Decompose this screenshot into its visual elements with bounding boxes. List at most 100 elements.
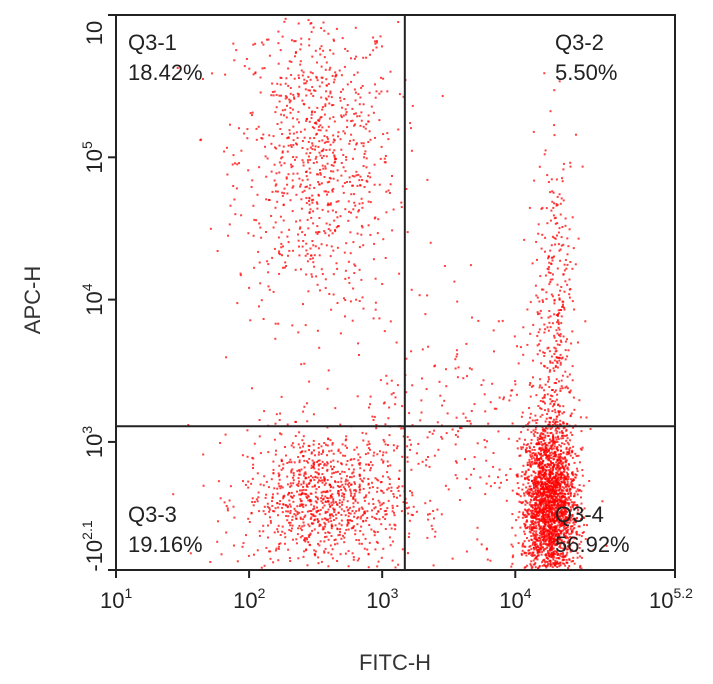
data-point — [320, 76, 323, 79]
data-point — [369, 233, 372, 236]
data-point — [567, 478, 570, 481]
data-point — [273, 163, 276, 166]
data-point — [557, 410, 560, 413]
data-point — [571, 530, 574, 533]
data-point — [299, 503, 302, 506]
data-point — [326, 444, 329, 447]
data-point — [528, 494, 531, 497]
data-point — [355, 142, 358, 145]
data-point — [541, 413, 544, 416]
data-point — [556, 343, 559, 346]
data-point — [389, 320, 392, 323]
data-point — [530, 554, 533, 557]
data-point — [559, 335, 562, 338]
data-point — [344, 444, 347, 447]
data-point — [511, 389, 514, 392]
data-point — [340, 74, 343, 77]
data-point — [337, 131, 340, 134]
data-point — [287, 173, 290, 176]
data-point — [281, 109, 284, 112]
data-point — [556, 466, 559, 469]
data-point — [273, 438, 276, 441]
data-point — [433, 517, 435, 520]
data-point — [554, 364, 557, 367]
data-point — [563, 487, 566, 490]
point-cluster-3 — [509, 353, 608, 570]
data-point — [315, 511, 318, 514]
data-point — [556, 321, 559, 324]
data-point — [540, 478, 543, 481]
data-point — [549, 394, 552, 397]
data-point — [298, 431, 301, 434]
x-tick-label: 103 — [366, 585, 398, 613]
data-point — [493, 482, 496, 484]
data-point — [302, 303, 304, 306]
data-point — [226, 146, 228, 149]
data-point — [229, 204, 232, 207]
data-point — [565, 527, 567, 530]
data-point — [387, 444, 389, 446]
data-point — [526, 526, 529, 529]
data-point — [563, 290, 566, 293]
data-point — [483, 439, 486, 441]
data-point — [355, 143, 358, 146]
data-point — [307, 476, 310, 479]
data-point — [329, 92, 332, 95]
data-point — [528, 407, 531, 409]
data-point — [565, 537, 567, 540]
data-point — [538, 518, 540, 521]
data-point — [278, 161, 281, 164]
data-point — [541, 400, 544, 403]
data-point — [365, 519, 367, 522]
data-point — [533, 481, 536, 483]
data-point — [326, 454, 328, 457]
data-point — [456, 477, 459, 480]
data-point — [382, 475, 384, 478]
data-point — [290, 39, 293, 42]
data-point — [332, 164, 335, 167]
data-point — [553, 491, 556, 494]
data-point — [333, 149, 336, 152]
data-point — [339, 138, 342, 141]
data-point — [546, 550, 549, 552]
data-point — [358, 557, 360, 560]
data-point — [348, 468, 351, 471]
data-point — [553, 353, 556, 355]
data-point — [364, 537, 367, 540]
data-point — [549, 561, 552, 564]
data-point — [559, 259, 562, 262]
data-point — [321, 460, 324, 463]
data-point — [547, 257, 550, 260]
data-point — [573, 562, 576, 565]
data-point — [267, 486, 270, 489]
data-point — [537, 232, 540, 235]
data-point — [329, 484, 331, 486]
data-point — [299, 500, 302, 503]
data-point — [535, 539, 538, 541]
data-point — [299, 473, 302, 476]
data-point — [332, 500, 335, 503]
data-point — [295, 142, 297, 145]
data-point — [229, 123, 231, 126]
data-point — [415, 510, 418, 513]
data-point — [560, 463, 563, 466]
data-point — [331, 472, 334, 475]
data-point — [455, 349, 458, 352]
data-point — [537, 567, 540, 570]
data-point — [343, 65, 346, 68]
data-point — [575, 455, 578, 457]
data-point — [554, 366, 557, 368]
data-point — [539, 449, 542, 452]
data-point — [556, 393, 559, 396]
data-point — [306, 252, 309, 255]
data-point — [294, 158, 296, 161]
data-point — [297, 110, 300, 113]
data-point — [527, 468, 530, 471]
data-point — [257, 250, 260, 253]
data-point — [298, 121, 300, 124]
data-point — [378, 317, 381, 320]
data-point — [382, 133, 385, 136]
data-point — [405, 357, 408, 360]
data-point — [472, 467, 475, 470]
data-point — [582, 516, 585, 519]
